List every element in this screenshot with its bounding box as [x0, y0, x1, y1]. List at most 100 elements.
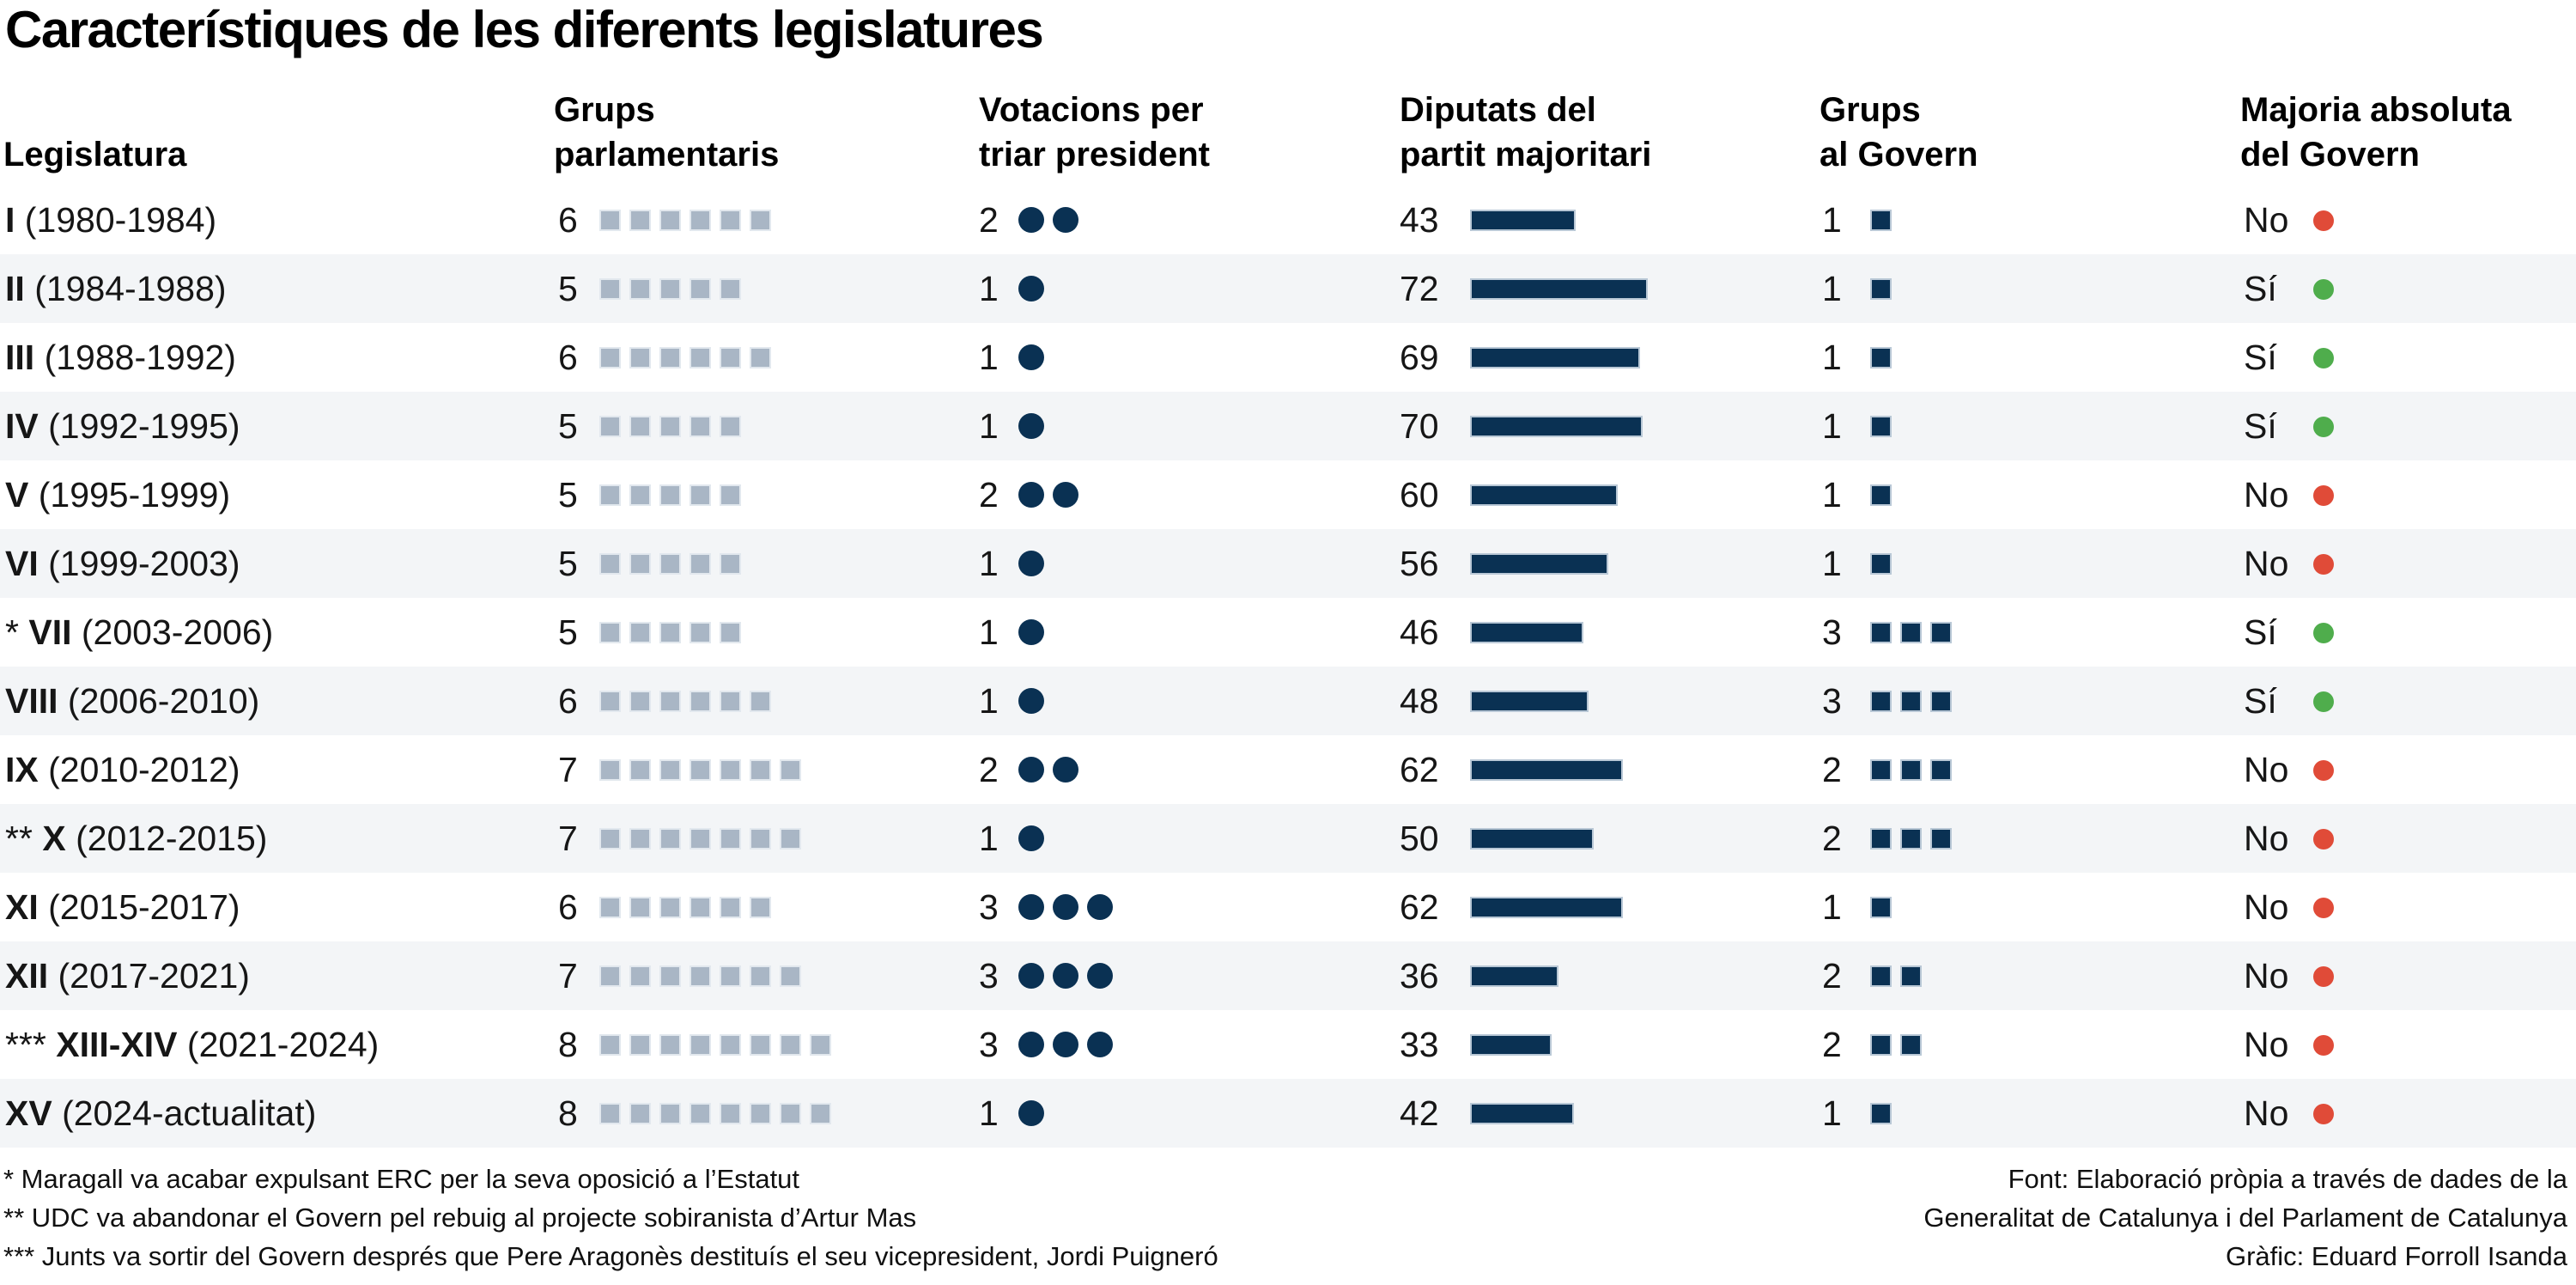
square-marker [690, 759, 711, 781]
table-row: V (1995-1999) 5 2 60 1 No [0, 460, 2576, 529]
legislature-label: IV (1992-1995) [5, 392, 240, 460]
square-marker [690, 347, 711, 368]
dot-marker [1018, 963, 1044, 989]
legislature-numeral: I [5, 200, 15, 240]
legislature-table: I (1980-1984) 6 2 43 1 No II (1984-1988) 5 1 72 1 S… [0, 186, 2576, 1148]
votacions-count: 2 [979, 200, 999, 240]
dot-marker [1018, 825, 1044, 851]
square-marker [659, 484, 681, 506]
square-marker [659, 278, 681, 300]
grups-govern-squares [1870, 347, 1892, 368]
table-row: *** XIII-XIV (2021-2024) 8 3 33 2 No [0, 1010, 2576, 1079]
legislature-numeral: VII [28, 612, 72, 652]
diputats-bar [1470, 278, 1648, 300]
square-marker [720, 416, 741, 437]
square-marker [599, 416, 621, 437]
square-marker [1870, 210, 1892, 231]
legislature-years: (2021-2024) [177, 1025, 380, 1064]
square-marker [690, 691, 711, 712]
legislature-numeral: XII [5, 956, 49, 996]
square-marker [690, 210, 711, 231]
votacions-count: 1 [979, 406, 999, 446]
legislature-label: * VII (2003-2006) [5, 598, 273, 667]
header-votacions: Votacions per triar president [979, 91, 1210, 174]
square-marker [750, 828, 771, 850]
square-marker [720, 1103, 741, 1124]
legislature-numeral: II [5, 269, 25, 308]
square-marker [1870, 1034, 1892, 1056]
square-marker [1870, 484, 1892, 506]
square-marker [780, 1103, 801, 1124]
footnote-line: *** Junts va sortir del Govern després q… [3, 1241, 1218, 1271]
dot-marker [1018, 757, 1044, 783]
legislature-numeral: III [5, 338, 35, 377]
grups-parlamentaris-count: 5 [558, 406, 578, 446]
grups-govern-squares [1870, 897, 1892, 918]
grups-parlamentaris-count: 8 [558, 1025, 578, 1064]
diputats-bar [1470, 347, 1640, 368]
majoria-dot-green [2313, 417, 2334, 437]
majoria-label: Sí [2244, 338, 2277, 377]
votacions-dots [1018, 619, 1044, 645]
square-marker [690, 416, 711, 437]
grups-govern-count: 1 [1822, 269, 1842, 308]
grups-parlamentaris-squares [599, 416, 741, 437]
grups-parlamentaris-squares [599, 759, 801, 781]
dot-marker [1018, 207, 1044, 233]
square-marker [720, 347, 741, 368]
source-credit: Font: Elaboració pròpia a través de dade… [1923, 1160, 2567, 1276]
square-marker [1900, 622, 1922, 643]
majoria-dot-green [2313, 691, 2334, 712]
square-marker [629, 828, 651, 850]
legislature-years: (1992-1995) [38, 406, 240, 446]
grups-govern-count: 1 [1822, 475, 1842, 515]
dot-marker [1053, 894, 1078, 920]
square-marker [629, 210, 651, 231]
square-marker [720, 1034, 741, 1056]
square-marker [659, 553, 681, 575]
legislature-label: XII (2017-2021) [5, 941, 250, 1010]
table-row: I (1980-1984) 6 2 43 1 No [0, 186, 2576, 254]
square-marker [599, 622, 621, 643]
square-marker [1870, 965, 1892, 987]
square-marker [810, 1103, 831, 1124]
legislature-years: (2003-2006) [71, 612, 274, 652]
square-marker [690, 484, 711, 506]
dot-marker [1018, 482, 1044, 508]
votacions-count: 3 [979, 1025, 999, 1064]
square-marker [629, 1103, 651, 1124]
table-row: XV (2024-actualitat) 8 1 42 1 No [0, 1079, 2576, 1148]
majoria-dot-red [2313, 1035, 2334, 1056]
legislature-years: (2012-2015) [65, 819, 268, 858]
page-title: Característiques de les diferents legisl… [5, 1, 1044, 58]
legislature-years: (2006-2010) [58, 681, 260, 721]
votacions-dots [1018, 894, 1113, 920]
grups-parlamentaris-count: 5 [558, 475, 578, 515]
diputats-count: 48 [1400, 681, 1439, 721]
legislature-label: *** XIII-XIV (2021-2024) [5, 1010, 379, 1079]
grups-parlamentaris-squares [599, 691, 771, 712]
dot-marker [1018, 688, 1044, 714]
grups-govern-count: 1 [1822, 338, 1842, 377]
square-marker [690, 553, 711, 575]
square-marker [780, 759, 801, 781]
dot-marker [1018, 276, 1044, 301]
square-marker [780, 965, 801, 987]
square-marker [720, 759, 741, 781]
grups-parlamentaris-squares [599, 553, 741, 575]
grups-govern-count: 2 [1822, 956, 1842, 996]
diputats-bar [1470, 622, 1583, 643]
table-row: IX (2010-2012) 7 2 62 2 No [0, 735, 2576, 804]
dot-marker [1018, 551, 1044, 576]
square-marker [1870, 691, 1892, 712]
square-marker [599, 210, 621, 231]
majoria-dot-red [2313, 898, 2334, 918]
square-marker [629, 553, 651, 575]
legislature-years: (1988-1992) [34, 338, 236, 377]
square-marker [720, 828, 741, 850]
majoria-label: No [2244, 1025, 2289, 1064]
majoria-dot-red [2313, 485, 2334, 506]
diputats-bar [1470, 1103, 1574, 1124]
square-marker [690, 897, 711, 918]
